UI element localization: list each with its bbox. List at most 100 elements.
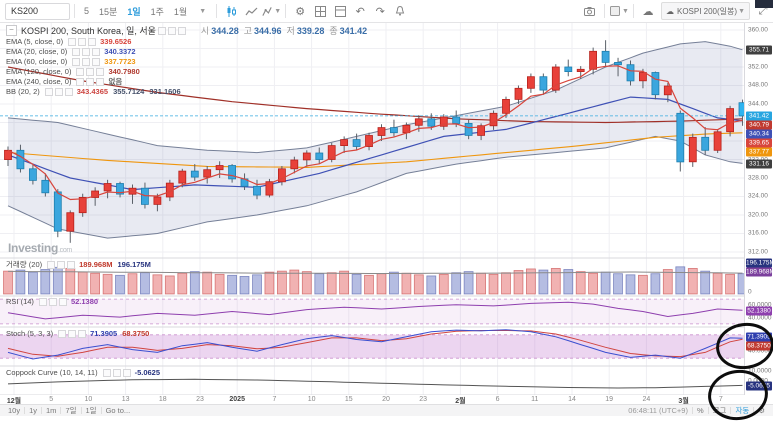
indicator-name: Stoch (5, 3, 3) bbox=[6, 329, 54, 338]
interval-button-1일[interactable]: 1일 bbox=[127, 6, 141, 17]
indicator-legend-row: Stoch (5, 3, 3) 71.3905 68.3750 bbox=[6, 329, 154, 339]
top-toolbar: KS200 5 15분 1일 1주 1월 ▼ ▼ ⚙ ↶ ↷ bbox=[0, 0, 773, 23]
time-axis[interactable]: 12월 5 10 13 18 23 2025 7 10 15 20 23 2월 6 11 14 19 24 3월 7 bbox=[0, 395, 745, 405]
coppock-legend: Coppock Curve (10, 14, 11) -5.0625 bbox=[6, 368, 165, 378]
time-axis-label: 18 bbox=[158, 396, 167, 403]
indicator-legend-row: EMA (20, close, 0) 340.3372 bbox=[6, 47, 186, 57]
axis-settings-gear-icon[interactable]: ⚙ bbox=[758, 406, 765, 415]
time-axis-label: 2월 bbox=[455, 398, 466, 405]
interval-dropdown-caret-icon[interactable]: ▼ bbox=[199, 7, 207, 15]
toolbar-divider bbox=[216, 4, 218, 18]
indicator-controls[interactable] bbox=[72, 48, 101, 56]
interval-button-15분[interactable]: 15분 bbox=[99, 6, 118, 17]
indicator-value: 68.3750 bbox=[122, 329, 150, 338]
rsi-axis-tick: 60.0000 bbox=[748, 301, 772, 309]
goto-date-button[interactable]: Go to... bbox=[105, 406, 131, 415]
ohlc-value: 344.96 bbox=[254, 25, 282, 36]
indicator-controls[interactable] bbox=[76, 78, 105, 86]
indicator-controls[interactable] bbox=[68, 38, 97, 46]
stoch-axis-tick: 40.0000 bbox=[748, 347, 772, 355]
range-button-7일[interactable]: 7일 bbox=[65, 406, 77, 415]
price-axis-tick: 324.00 bbox=[748, 192, 768, 200]
indicators-icon[interactable]: ▼ bbox=[261, 0, 281, 22]
indicator-value: 196.175M bbox=[117, 260, 151, 269]
save-layout-label: KOSPI 200(일봉) bbox=[676, 6, 738, 16]
stoch-legend: Stoch (5, 3, 3) 71.3905 68.3750 bbox=[6, 329, 154, 339]
range-button-1일[interactable]: 1일 bbox=[85, 406, 97, 415]
indicator-controls[interactable] bbox=[76, 68, 105, 76]
ohlc-value: 339.28 bbox=[296, 25, 325, 36]
auto-scale-button[interactable]: 자동 bbox=[735, 406, 750, 415]
price-axis-price-label: 355.71 bbox=[746, 45, 772, 55]
screenshot-camera-icon[interactable] bbox=[580, 0, 600, 22]
indicator-controls[interactable] bbox=[38, 298, 67, 306]
time-axis-label: 5 bbox=[49, 396, 54, 403]
time-axis-label: 10 bbox=[307, 396, 316, 403]
legend-controls[interactable] bbox=[157, 26, 186, 35]
settings-gear-icon[interactable]: ⚙ bbox=[295, 5, 306, 18]
volume-axis-price-label: 189.968M bbox=[746, 267, 773, 277]
redo-icon[interactable]: ↷ bbox=[375, 5, 385, 18]
indicator-name: EMA (20, close, 0) bbox=[6, 47, 68, 56]
rsi-legend: RSI (14) 52.1380 bbox=[6, 297, 103, 307]
indicator-legend-row: Coppock Curve (10, 14, 11) -5.0625 bbox=[6, 368, 165, 378]
alert-bell-icon[interactable] bbox=[390, 0, 410, 22]
range-button-10y[interactable]: 10y bbox=[8, 406, 21, 415]
interval-button-1주[interactable]: 1주 bbox=[150, 6, 164, 17]
indicator-controls[interactable] bbox=[58, 330, 87, 338]
price-axis[interactable]: 360.00352.00348.00344.00332.00328.00324.… bbox=[744, 22, 773, 405]
line-chart-type-icon[interactable] bbox=[241, 0, 261, 22]
range-button-1m[interactable]: 1m bbox=[46, 406, 57, 415]
indicator-value: 340.7980 bbox=[108, 67, 140, 76]
toolbar-divider bbox=[74, 4, 75, 18]
ohlc-label: 시 bbox=[200, 26, 210, 36]
time-axis-label: 12월 bbox=[6, 398, 22, 405]
interval-button-1월[interactable]: 1월 bbox=[173, 6, 188, 17]
candlestick-chart-type-icon[interactable] bbox=[221, 0, 241, 22]
time-axis-label: 10 bbox=[84, 396, 93, 403]
time-axis-label: 23 bbox=[419, 396, 428, 403]
price-axis-price-label: 339.65 bbox=[746, 138, 772, 148]
log-scale-button[interactable]: 로그 bbox=[712, 406, 727, 415]
indicator-controls[interactable] bbox=[102, 369, 131, 377]
undo-icon[interactable]: ↶ bbox=[355, 5, 365, 18]
indicator-legend-row: EMA (240, close, 0) 없음 bbox=[6, 77, 186, 87]
price-axis-tick: 320.00 bbox=[748, 211, 768, 219]
chart-template-icon[interactable]: ▼ bbox=[609, 0, 629, 22]
range-button-group: 10y 1y 1m 7일 1일 Go to... bbox=[4, 405, 134, 416]
indicator-controls[interactable] bbox=[44, 88, 73, 96]
indicator-legend-row: EMA (120, close, 0) 340.7980 bbox=[6, 67, 186, 77]
interval-button-5[interactable]: 5 bbox=[84, 6, 90, 16]
range-button-1y[interactable]: 1y bbox=[29, 406, 38, 415]
toolbar-right-group: ▼ ☁ ☁ KOSPI 200(일봉) ▼ ⤢ bbox=[580, 0, 773, 22]
percent-scale-button[interactable]: % bbox=[696, 406, 704, 415]
indicator-name: EMA (120, close, 0) bbox=[6, 67, 72, 76]
symbol-search-input[interactable]: KS200 bbox=[5, 2, 70, 20]
compare-symbols-icon[interactable] bbox=[310, 0, 330, 22]
layout-panels-icon[interactable] bbox=[330, 0, 350, 22]
indicator-controls[interactable] bbox=[72, 58, 101, 66]
ohlc-label: 종 bbox=[329, 26, 338, 36]
coppock-axis-price-label: -5.0625 bbox=[746, 381, 772, 391]
bottom-toolbar: 10y 1y 1m 7일 1일 Go to... 06:48:11 (UTC+9) % 로… bbox=[0, 404, 773, 416]
indicator-controls[interactable] bbox=[47, 261, 76, 269]
time-axis-label: 20 bbox=[382, 396, 390, 403]
ohlc-value: 341.42 bbox=[339, 25, 368, 36]
indicator-name: EMA (5, close, 0) bbox=[6, 37, 64, 46]
screen-corner-artifact bbox=[755, 0, 773, 8]
ohlc-value: 344.28 bbox=[211, 25, 239, 36]
price-axis-price-label: 340.34 bbox=[746, 129, 772, 139]
indicator-legend-row: 거래량 (20) 189.968M 196.175M bbox=[6, 260, 156, 270]
indicator-value: -5.0625 bbox=[134, 368, 161, 377]
time-axis-label: 24 bbox=[642, 396, 651, 403]
price-axis-tick: 360.00 bbox=[748, 26, 768, 34]
legend-collapse-icon[interactable]: − bbox=[6, 25, 17, 36]
investing-logo: Investing.com bbox=[8, 241, 72, 255]
save-layout-button[interactable]: ☁ KOSPI 200(일봉) ▼ bbox=[660, 2, 750, 20]
cloud-load-icon[interactable]: ☁ bbox=[642, 5, 654, 18]
ohlc-readout: 시 344.28 고 344.96 저 339.28 종 341.42 bbox=[196, 24, 367, 37]
fullscreen-icon[interactable]: ⤢ bbox=[758, 4, 768, 17]
time-axis-label: 2025 bbox=[229, 396, 245, 403]
cloud-save-icon: ☁ bbox=[665, 6, 674, 16]
